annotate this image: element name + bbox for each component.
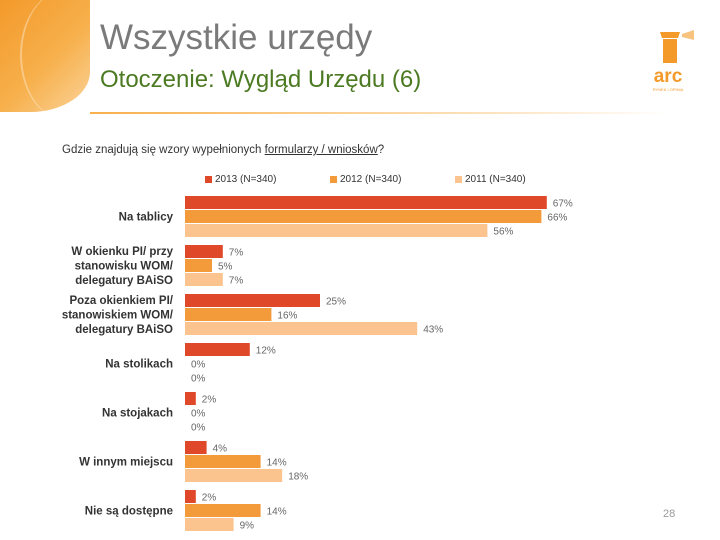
- question-prefix: Gdzie znajdują się wzory wypełnionych: [62, 144, 265, 156]
- logo-tagline: RYNEK I OPINIA: [653, 87, 684, 92]
- bar: [185, 224, 488, 237]
- logo-text: arc: [654, 66, 683, 87]
- bar-value-label: 9%: [240, 521, 255, 532]
- arc-logo: arc RYNEK I OPINIA: [653, 30, 694, 92]
- legend-swatch-2012: [330, 175, 337, 183]
- category-label-line: stanowisku WOM/: [75, 261, 174, 273]
- category-label: Na stojakach: [102, 408, 173, 420]
- bar-value-label: 25%: [326, 297, 346, 308]
- bar-value-label: 5%: [218, 262, 233, 273]
- category-label: Na stolikach: [105, 359, 173, 371]
- question-underlined: formularzy / wniosków: [264, 144, 378, 156]
- bar-value-label: 2%: [202, 395, 217, 406]
- bar: [185, 210, 542, 223]
- legend-item-2012: 2012 (N=340): [330, 172, 455, 186]
- bar: [185, 273, 223, 286]
- category-label-line: W okienku PI/ przy: [71, 246, 173, 258]
- lighthouse-logo-icon: [660, 30, 694, 63]
- bar: [185, 518, 234, 531]
- category-label-line: Poza okienkiem PI/: [69, 295, 173, 307]
- bar-value-label: 7%: [229, 248, 244, 259]
- bar-value-label: 18%: [288, 472, 308, 483]
- bar: [185, 469, 283, 482]
- category-label: Nie są dostępne: [85, 506, 173, 518]
- category-label: Na tablicy: [119, 212, 174, 224]
- legend-label-2011: 2011 (N=340): [465, 173, 526, 185]
- bar-value-label: 14%: [267, 507, 287, 518]
- category-label-line: Na stojakach: [102, 408, 173, 420]
- category-label-line: Na tablicy: [119, 212, 174, 224]
- bar: [185, 343, 250, 356]
- legend-item-2013: 2013 (N=340): [205, 172, 330, 186]
- category-label: W innym miejscu: [79, 457, 173, 469]
- bar: [185, 504, 261, 517]
- bar-value-label: 16%: [277, 311, 297, 322]
- legend-item-2011: 2011 (N=340): [455, 172, 580, 186]
- bar-value-label: 67%: [553, 199, 573, 210]
- bar: [185, 441, 207, 454]
- legend-label-2012: 2012 (N=340): [340, 173, 402, 185]
- bar-value-label: 0%: [191, 360, 206, 371]
- category-label: W okienku PI/ przy stanowisku WOM/delegat…: [71, 246, 173, 287]
- bar-value-label: 14%: [267, 458, 287, 469]
- bar-value-label: 0%: [191, 423, 206, 434]
- bar: [185, 196, 547, 209]
- page-title: Wszystkie urzędy: [100, 18, 373, 57]
- bar-value-label: 7%: [229, 276, 244, 287]
- corner-decoration: [0, 0, 90, 120]
- page-subtitle: Otoczenie: Wygląd Urzędu (6): [100, 66, 422, 93]
- bar: [185, 308, 272, 321]
- page-number: 28: [663, 508, 676, 520]
- chart-legend: 2013 (N=340) 2012 (N=340) 2011 (N=340): [205, 172, 580, 186]
- bar-value-label: 0%: [191, 374, 206, 385]
- bar-value-label: 43%: [423, 325, 443, 336]
- category-label: Poza okienkiem PI/stanowiskiem WOM/deleg…: [62, 295, 174, 336]
- bar: [185, 322, 418, 335]
- bar-value-label: 12%: [256, 346, 276, 357]
- bar-value-label: 56%: [493, 227, 513, 238]
- legend-swatch-2013: [205, 175, 212, 183]
- bar-value-label: 4%: [213, 444, 228, 455]
- survey-question: Gdzie znajdują się wzory wypełnionych fo…: [62, 144, 384, 156]
- category-label-line: Nie są dostępne: [85, 506, 173, 518]
- bar: [185, 455, 261, 468]
- bar-value-label: 66%: [547, 213, 567, 224]
- header-divider: [90, 112, 670, 114]
- bar: [185, 392, 196, 405]
- bar: [185, 245, 223, 258]
- bar: [185, 259, 212, 272]
- legend-label-2013: 2013 (N=340): [215, 173, 277, 185]
- category-label-line: Na stolikach: [105, 359, 173, 371]
- bar-value-label: 2%: [202, 493, 217, 504]
- category-label-line: delegatury BAiSO: [75, 324, 173, 336]
- bar: [185, 490, 196, 503]
- category-label-line: stanowiskiem WOM/: [62, 310, 174, 322]
- legend-swatch-2011: [455, 175, 462, 183]
- question-suffix: ?: [377, 144, 385, 156]
- bar: [185, 294, 320, 307]
- category-label-line: delegatury BAiSO: [75, 275, 173, 287]
- bar-value-label: 0%: [191, 409, 206, 420]
- category-label-line: W innym miejscu: [79, 457, 173, 469]
